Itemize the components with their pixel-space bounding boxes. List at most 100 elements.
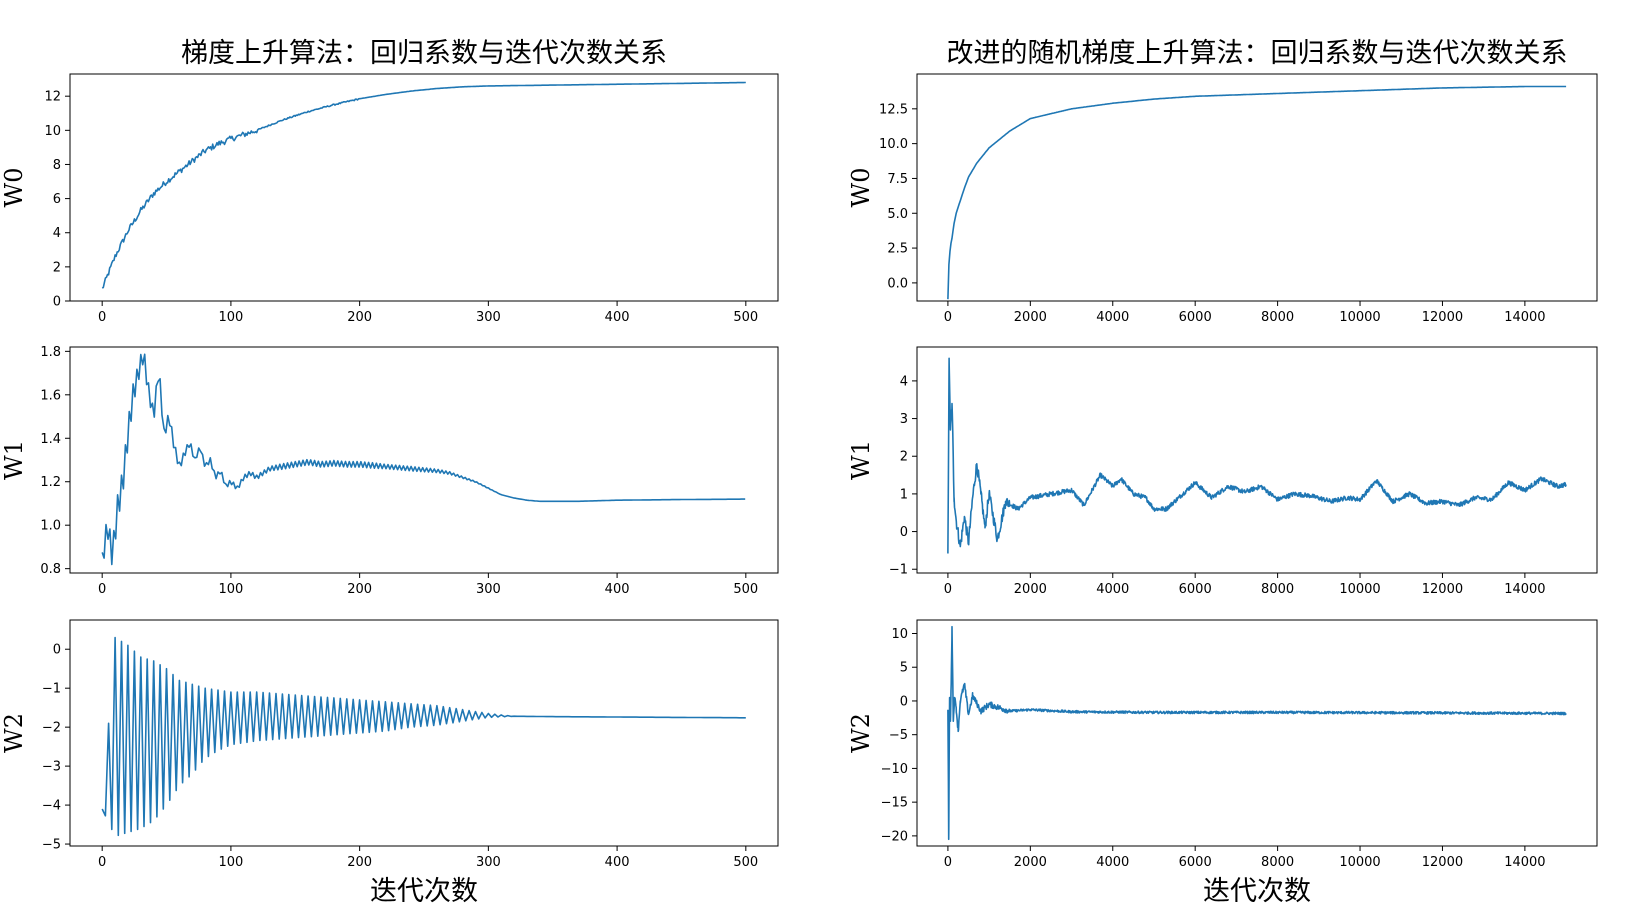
- series-line: [101, 81, 746, 289]
- y-tick-label: 4: [900, 374, 908, 389]
- y-tick-label: 5: [900, 661, 908, 676]
- y-tick-label: 12.5: [879, 102, 908, 117]
- x-tick-label: 8000: [1261, 582, 1294, 597]
- x-tick-label: 500: [733, 855, 758, 870]
- y-tick-label: 10: [891, 627, 908, 642]
- y-tick-label: 1.8: [40, 345, 61, 360]
- y-tick-label: −5: [889, 728, 908, 743]
- y-tick-label: 10: [44, 124, 61, 139]
- x-tick-label: 0: [98, 310, 106, 325]
- series-line: [947, 625, 1567, 841]
- subplot-w0-stochastic-gradient: 0 2000 4000 6000 8000 10000 12000 14000 0.0 2.5 5.…: [847, 38, 1598, 325]
- y-tick-label: 1.2: [40, 475, 61, 490]
- y-axis-label: W0: [0, 168, 28, 208]
- y-tick-label: 2: [900, 450, 908, 465]
- x-tick-label: 400: [605, 310, 630, 325]
- y-tick-label: −4: [42, 799, 61, 814]
- x-tick-label: 6000: [1179, 855, 1212, 870]
- x-tick-label: 500: [733, 582, 758, 597]
- y-tick-label: 0: [900, 525, 908, 540]
- y-axis-label: W0: [847, 168, 875, 208]
- series-line: [947, 357, 1567, 554]
- y-tick-label: 6: [53, 192, 61, 207]
- subplot-w1-stochastic-gradient: 0 2000 4000 6000 8000 10000 12000 14000 −1 0 1 2 3 4 W…: [847, 346, 1598, 597]
- plot-frame: [916, 346, 1598, 574]
- y-tick-label: −20: [881, 829, 908, 844]
- y-axis-label: W2: [0, 713, 28, 753]
- x-tick-label: 10000: [1339, 855, 1380, 870]
- y-tick-label: 8: [53, 158, 61, 173]
- y-axis-label: W2: [847, 713, 875, 753]
- y-tick-label: −10: [881, 762, 908, 777]
- x-tick-label: 6000: [1179, 582, 1212, 597]
- x-tick-label: 0: [944, 310, 952, 325]
- x-tick-label: 200: [347, 855, 372, 870]
- x-tick-label: 8000: [1261, 855, 1294, 870]
- x-tick-label: 200: [347, 582, 372, 597]
- y-axis-label: W1: [0, 440, 28, 480]
- y-tick-label: −15: [881, 796, 908, 811]
- x-tick-label: 500: [733, 310, 758, 325]
- plot-frame: [69, 346, 779, 574]
- x-tick-label: 2000: [1014, 310, 1047, 325]
- x-tick-label: 10000: [1339, 582, 1380, 597]
- y-tick-label: 2: [53, 260, 61, 275]
- x-axis-label: 迭代次数: [370, 876, 478, 907]
- x-tick-label: 0: [98, 582, 106, 597]
- x-axis-label: 迭代次数: [1203, 876, 1311, 907]
- x-tick-label: 4000: [1096, 582, 1129, 597]
- x-tick-label: 14000: [1504, 310, 1545, 325]
- x-tick-label: 4000: [1096, 855, 1129, 870]
- y-tick-label: 0: [53, 643, 61, 658]
- x-tick-label: 14000: [1504, 855, 1545, 870]
- plot-frame: [69, 619, 779, 847]
- x-tick-label: 0: [98, 855, 106, 870]
- x-tick-label: 2000: [1014, 855, 1047, 870]
- x-tick-label: 10000: [1339, 310, 1380, 325]
- series-line: [101, 353, 746, 566]
- y-tick-label: 0.0: [887, 276, 908, 291]
- y-tick-label: 1.4: [40, 432, 61, 447]
- y-tick-label: 0: [900, 694, 908, 709]
- plot-frame: [916, 73, 1598, 302]
- subplot-w1-gradient-ascent: 0 100 200 300 400 500 0.8 1.0 1.2 1.4 1.6 1.8 W1: [0, 345, 779, 597]
- series-line: [947, 85, 1567, 300]
- y-tick-label: 5.0: [887, 207, 908, 222]
- x-tick-label: 6000: [1179, 310, 1212, 325]
- x-tick-label: 0: [944, 855, 952, 870]
- x-tick-label: 12000: [1422, 582, 1463, 597]
- x-tick-label: 400: [605, 582, 630, 597]
- y-tick-label: −1: [42, 682, 61, 697]
- y-tick-label: 2.5: [887, 242, 908, 257]
- subplot-w2-gradient-ascent: 0 100 200 300 400 500 −5 −4 −3 −2 −1 0 W2 迭代次数: [0, 619, 779, 907]
- y-tick-label: −5: [42, 838, 61, 853]
- y-tick-label: 10.0: [879, 137, 908, 152]
- x-tick-label: 300: [476, 855, 501, 870]
- y-tick-label: 4: [53, 226, 61, 241]
- x-tick-label: 8000: [1261, 310, 1294, 325]
- y-tick-label: −3: [42, 760, 61, 775]
- subplot-w0-gradient-ascent: 0 100 200 300 400 500 0 2 4 6 8 10 12 梯度上升算法：回归系数与迭代次…: [0, 38, 779, 325]
- y-axis-label: W1: [847, 440, 875, 480]
- x-tick-label: 0: [944, 582, 952, 597]
- x-tick-label: 300: [476, 582, 501, 597]
- y-tick-label: 7.5: [887, 172, 908, 187]
- chart-title: 梯度上升算法：回归系数与迭代次数关系: [181, 38, 667, 69]
- plot-frame: [916, 619, 1598, 847]
- y-tick-label: −2: [42, 721, 61, 736]
- y-tick-label: 1.0: [40, 519, 61, 534]
- x-tick-label: 100: [218, 855, 243, 870]
- y-tick-label: 0.8: [40, 562, 61, 577]
- x-tick-label: 12000: [1422, 310, 1463, 325]
- y-tick-label: 12: [44, 90, 61, 105]
- y-tick-label: 0: [53, 295, 61, 310]
- x-tick-label: 100: [218, 582, 243, 597]
- plot-frame: [69, 73, 779, 302]
- chart-title: 改进的随机梯度上升算法：回归系数与迭代次数关系: [947, 38, 1568, 69]
- y-tick-label: 1.6: [40, 388, 61, 403]
- subplot-w2-stochastic-gradient: 0 2000 4000 6000 8000 10000 12000 14000 −20 −15 −1…: [847, 619, 1598, 907]
- y-tick-label: −1: [889, 563, 908, 578]
- x-tick-label: 4000: [1096, 310, 1129, 325]
- x-tick-label: 12000: [1422, 855, 1463, 870]
